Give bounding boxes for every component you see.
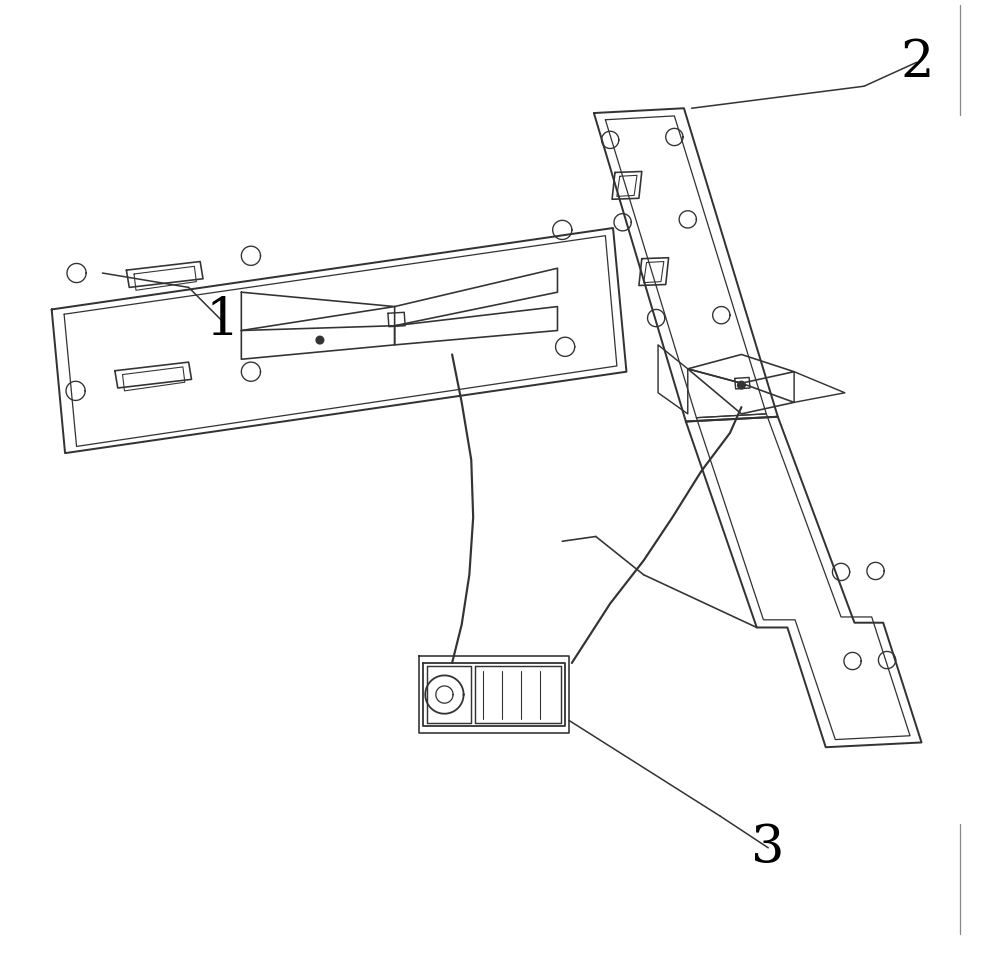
- Text: 3: 3: [751, 822, 785, 874]
- Text: 2: 2: [900, 36, 933, 88]
- Polygon shape: [316, 336, 324, 344]
- Text: 1: 1: [205, 295, 239, 347]
- Polygon shape: [738, 381, 745, 389]
